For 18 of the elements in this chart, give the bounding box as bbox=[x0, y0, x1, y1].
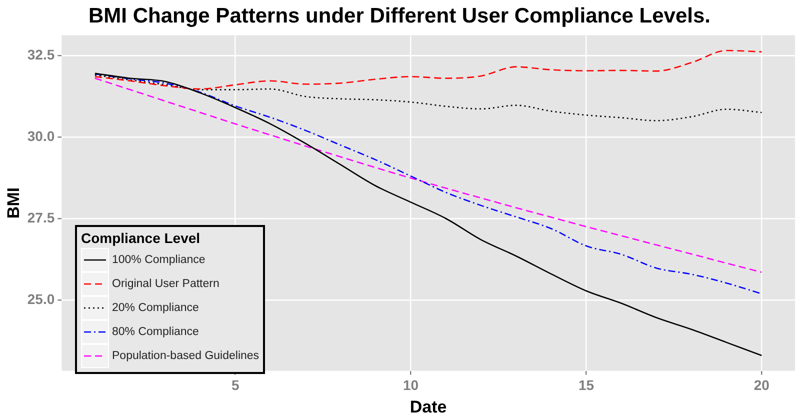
y-tick-label: 32.5 bbox=[27, 46, 55, 62]
legend-label: Population-based Guidelines bbox=[112, 350, 260, 362]
x-tick-label: 5 bbox=[231, 377, 240, 394]
legend-label: 80% Compliance bbox=[112, 326, 199, 338]
y-axis-title: BMI bbox=[4, 187, 23, 219]
line-series bbox=[94, 50, 762, 90]
x-axis-title: Date bbox=[410, 397, 447, 416]
y-tick-label: 25.0 bbox=[27, 290, 55, 307]
legend-label: Original User Pattern bbox=[112, 278, 220, 290]
legend-label: 20% Compliance bbox=[112, 302, 199, 314]
y-tick-label: 30.0 bbox=[27, 128, 55, 144]
chart-title: BMI Change Patterns under Different User Compliance Levels. bbox=[88, 4, 710, 28]
legend-label: 100% Compliance bbox=[112, 254, 206, 266]
x-tick-label: 20 bbox=[754, 377, 770, 394]
x-tick-label: 15 bbox=[578, 377, 594, 394]
x-tick-label: 10 bbox=[402, 377, 419, 394]
legend-title: Compliance Level bbox=[81, 230, 202, 246]
y-tick-label: 27.5 bbox=[27, 209, 55, 226]
